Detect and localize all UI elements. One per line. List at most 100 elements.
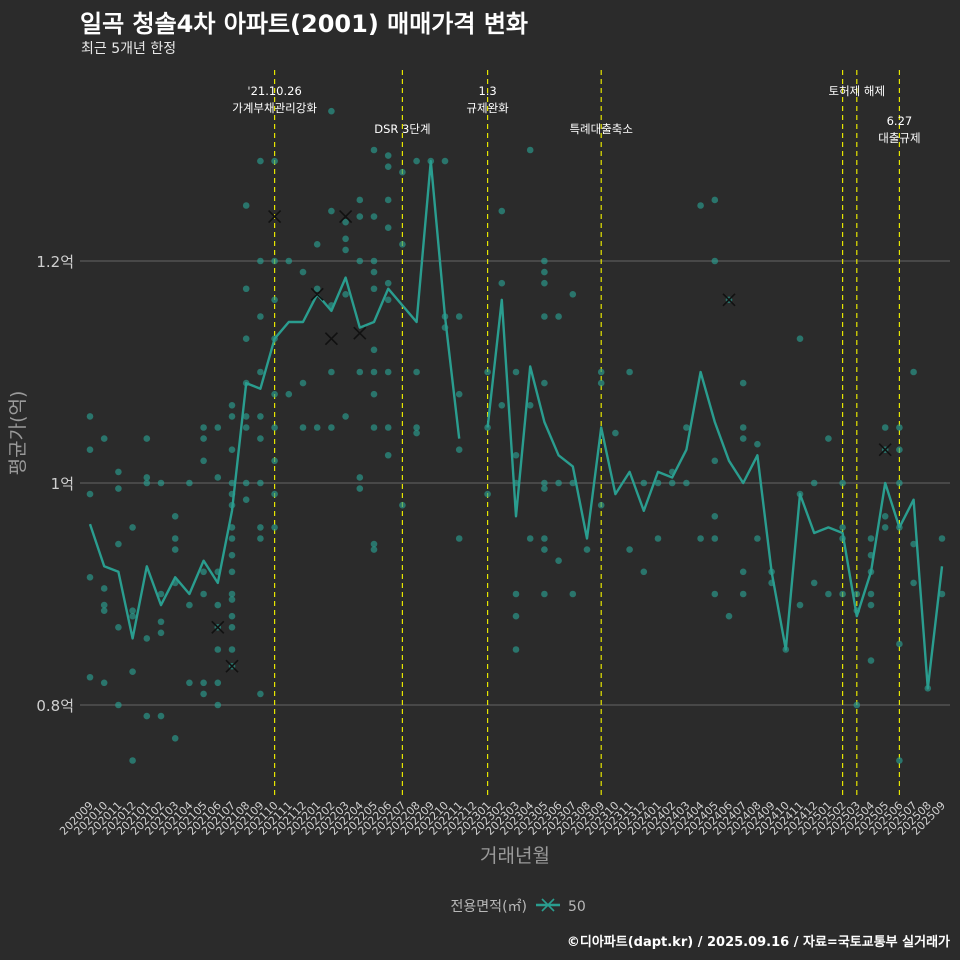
legend-entry-label: 50 — [568, 899, 586, 915]
transaction-point — [228, 612, 236, 620]
transaction-point — [839, 524, 846, 531]
transaction-point — [214, 679, 222, 687]
transaction-point — [86, 673, 94, 681]
transaction-point — [143, 635, 151, 642]
transaction-point — [228, 479, 236, 487]
event-label: 규제완화 — [466, 101, 509, 115]
transaction-point — [796, 601, 804, 609]
transaction-point — [228, 646, 236, 653]
chart-title: 일곡 청솔4차 아파트(2001) 매매가격 변화 — [80, 10, 528, 38]
transaction-point — [285, 257, 293, 265]
transaction-point — [257, 535, 264, 542]
transaction-point — [299, 268, 307, 276]
transaction-point — [867, 657, 875, 664]
x-marker-stroke — [324, 332, 338, 346]
transaction-point — [697, 202, 704, 209]
x-tick-labels: 2020092020102020112020122021012021022021… — [57, 799, 948, 838]
transaction-point — [384, 163, 392, 170]
transaction-point — [370, 285, 378, 293]
transaction-point — [86, 574, 94, 581]
transaction-point — [512, 368, 520, 376]
transaction-point — [200, 690, 207, 698]
transaction-point — [683, 479, 690, 487]
transaction-point — [313, 241, 321, 248]
transaction-point — [100, 585, 108, 592]
transaction-point — [257, 413, 264, 420]
transaction-point — [555, 479, 562, 487]
transaction-point — [370, 257, 378, 265]
transaction-point — [356, 485, 364, 492]
transaction-point — [384, 451, 392, 459]
transaction-point — [455, 313, 463, 320]
x-marker-stroke — [268, 210, 282, 224]
transaction-point — [271, 257, 278, 265]
transaction-point — [810, 479, 818, 487]
transaction-point — [541, 268, 548, 276]
x-marker-stroke — [339, 210, 353, 224]
transaction-point — [612, 429, 619, 437]
transaction-point — [754, 535, 761, 542]
transaction-point — [228, 596, 236, 603]
transaction-point — [356, 368, 364, 376]
transaction-point — [370, 368, 378, 376]
transaction-point — [413, 157, 420, 165]
transaction-point — [910, 368, 917, 376]
transaction-point — [597, 501, 605, 509]
transaction-point — [541, 257, 548, 265]
transaction-point — [129, 757, 136, 764]
x-marker-stroke — [353, 326, 367, 340]
transaction-point — [725, 612, 733, 620]
transaction-point — [896, 757, 903, 764]
transaction-point — [100, 607, 108, 614]
transaction-point — [171, 535, 179, 542]
transaction-point — [711, 513, 719, 520]
x-markers — [211, 210, 892, 673]
transaction-point — [257, 524, 264, 531]
transaction-point — [384, 196, 392, 204]
x-marker — [310, 287, 324, 301]
x-marker — [211, 620, 225, 634]
transaction-point — [100, 679, 108, 687]
series-lines — [88, 159, 944, 690]
transaction-point — [200, 568, 207, 576]
transaction-point — [143, 474, 151, 481]
transaction-point — [384, 296, 392, 304]
transaction-point — [498, 207, 506, 215]
transaction-point — [512, 590, 520, 598]
transaction-point — [157, 618, 165, 626]
transaction-point — [839, 479, 846, 487]
legend-key-x — [541, 898, 555, 912]
transaction-point — [896, 424, 903, 431]
transaction-point — [228, 524, 236, 531]
transaction-point — [242, 479, 250, 487]
transaction-point — [541, 590, 548, 598]
transaction-point — [881, 424, 889, 431]
transaction-point — [171, 735, 179, 742]
transaction-point — [484, 368, 491, 376]
transaction-point — [739, 435, 747, 442]
transaction-point — [328, 424, 335, 431]
transaction-point — [825, 435, 832, 442]
transaction-point — [356, 196, 364, 204]
transaction-points — [86, 107, 946, 764]
transaction-point — [910, 579, 917, 587]
transaction-point — [115, 540, 122, 548]
x-marker-stroke — [225, 659, 239, 673]
transaction-point — [626, 546, 633, 553]
transaction-point — [299, 379, 307, 387]
transaction-point — [413, 368, 420, 376]
transaction-point — [242, 202, 250, 209]
transaction-point — [370, 213, 378, 220]
x-marker — [339, 210, 353, 224]
transaction-point — [867, 535, 875, 542]
transaction-point — [242, 424, 250, 431]
transaction-point — [356, 474, 364, 481]
transaction-point — [441, 157, 449, 165]
transaction-point — [526, 146, 534, 154]
transaction-point — [739, 590, 747, 598]
transaction-point — [100, 601, 108, 609]
transaction-point — [668, 479, 676, 487]
transaction-point — [867, 590, 875, 598]
transaction-point — [739, 568, 747, 576]
